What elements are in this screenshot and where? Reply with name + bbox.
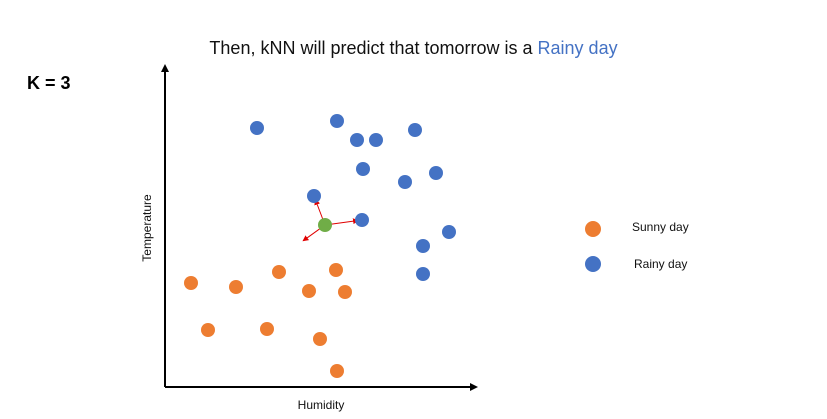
k-value-label: K = 3 <box>27 73 71 93</box>
sunny-day-point <box>338 285 352 299</box>
neighbor-lines <box>302 198 360 242</box>
data-points <box>184 114 456 378</box>
legend-marker-sunny <box>585 221 601 237</box>
rainy-day-point <box>355 213 369 227</box>
rainy-day-point <box>429 166 443 180</box>
legend: Sunny day Rainy day <box>585 220 689 272</box>
sunny-day-point <box>201 323 215 337</box>
rainy-day-point <box>416 267 430 281</box>
sunny-day-point <box>330 364 344 378</box>
sunny-day-point <box>329 263 343 277</box>
title-prefix: Then, kNN will predict that tomorrow is … <box>209 38 538 58</box>
sunny-day-point <box>302 284 316 298</box>
rainy-day-point <box>350 133 364 147</box>
rainy-day-point <box>250 121 264 135</box>
slide-title: Then, kNN will predict that tomorrow is … <box>0 38 827 59</box>
rainy-day-point <box>369 133 383 147</box>
sunny-day-point <box>184 276 198 290</box>
x-axis-label: Humidity <box>298 398 345 412</box>
sunny-day-point <box>229 280 243 294</box>
legend-label-rainy: Rainy day <box>634 257 687 271</box>
query-point <box>318 218 332 232</box>
rainy-day-point <box>330 114 344 128</box>
rainy-day-point <box>356 162 370 176</box>
sunny-day-point <box>313 332 327 346</box>
rainy-day-point <box>442 225 456 239</box>
neighbor-arrow <box>326 218 360 226</box>
legend-label-sunny: Sunny day <box>632 220 689 234</box>
rainy-day-point <box>408 123 422 137</box>
rainy-day-point <box>398 175 412 189</box>
rainy-day-point <box>307 189 321 203</box>
rainy-day-point <box>416 239 430 253</box>
y-axis-label: Temperature <box>140 194 154 262</box>
title-highlight: Rainy day <box>537 38 618 58</box>
legend-marker-rainy <box>585 256 601 272</box>
sunny-day-point <box>260 322 274 336</box>
sunny-day-point <box>272 265 286 279</box>
